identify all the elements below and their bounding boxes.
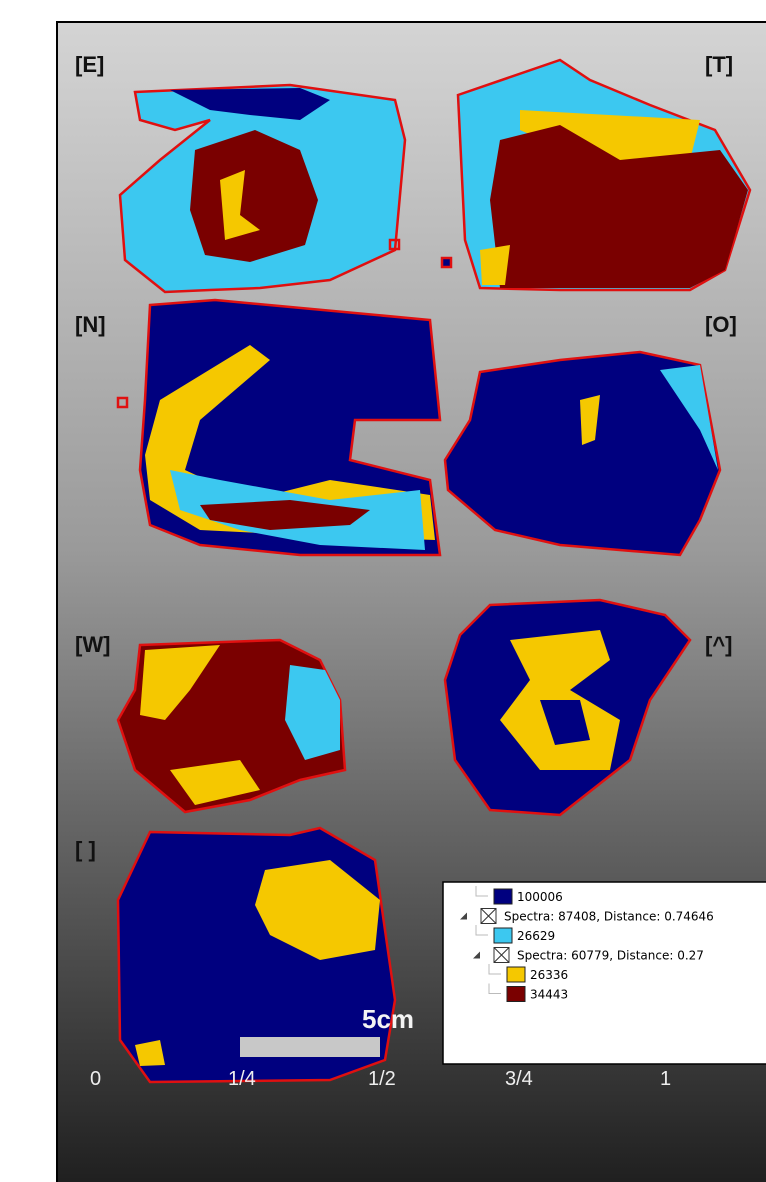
panel-label: [O] <box>705 312 737 337</box>
panel-label: [N] <box>75 312 106 337</box>
scale-tick-label: 1/4 <box>228 1068 256 1090</box>
legend-swatch <box>494 928 512 943</box>
legend-text: 100006 <box>517 890 563 904</box>
panel-label: [^] <box>705 632 733 657</box>
legend-swatch <box>494 889 512 904</box>
legend-text: 26629 <box>517 929 555 943</box>
legend-text: 34443 <box>530 988 568 1002</box>
scale-tick-label: 3/4 <box>505 1068 533 1090</box>
legend-swatch <box>507 967 525 982</box>
screenshot: [E] [T] [N] [O] [W] [^] [ ] 5cm 0 1/4 1/2 3… <box>0 0 766 1182</box>
panel-label: [ ] <box>75 837 96 862</box>
page: {"panels": [ {"label": "[E]"}, {"label":… <box>0 0 766 1182</box>
legend-text: Spectra: 87408, Distance: 0.74646 <box>504 910 714 924</box>
legend: 100006 Spectra: 87408, Distance: 0.74646 2… <box>443 882 766 1064</box>
legend-swatch <box>507 987 525 1002</box>
panel-label: [W] <box>75 632 110 657</box>
scale-tick-label: 0 <box>90 1068 101 1090</box>
scale-tick-label: 1 <box>660 1068 671 1090</box>
scale-tick-label: 1/2 <box>368 1068 396 1090</box>
legend-text: Spectra: 60779, Distance: 0.27 <box>517 949 704 963</box>
panel-label: [T] <box>705 52 733 77</box>
scale-length: 5cm <box>362 1004 414 1034</box>
scale-segment <box>240 1037 380 1057</box>
panel-label: [E] <box>75 52 104 77</box>
legend-text: 26336 <box>530 968 568 982</box>
